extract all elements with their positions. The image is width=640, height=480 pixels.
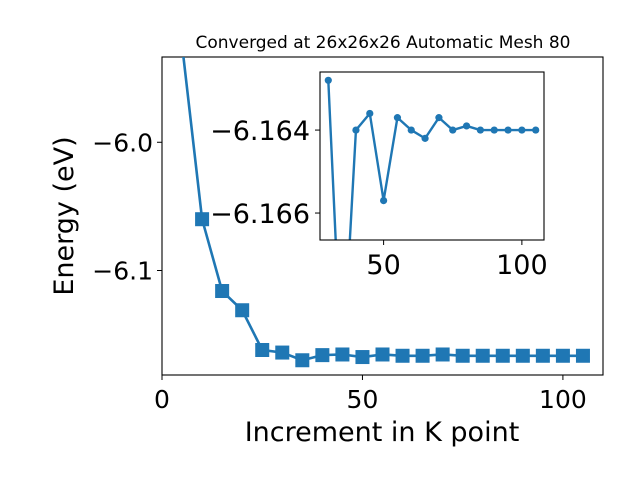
main-data-point <box>435 347 450 362</box>
inset-data-point <box>449 126 457 134</box>
inset-series <box>324 76 540 240</box>
inset-plot-frame <box>319 71 545 241</box>
inset-data-point <box>504 126 512 134</box>
inset-series-line <box>327 80 536 240</box>
inset-data-point <box>518 126 526 134</box>
inset-axes: 50 100 −6.166 −6.164 <box>210 71 548 281</box>
inset-y-ticks: −6.166 −6.164 <box>210 116 320 230</box>
inset-x-ticks: 50 100 <box>366 240 548 281</box>
y-axis-label: Energy (eV) <box>49 136 80 295</box>
inset-y-tick-label: −6.166 <box>210 199 310 230</box>
y-tick-label: −6.0 <box>92 128 153 157</box>
main-data-point <box>335 347 350 362</box>
main-series <box>182 57 590 368</box>
inset-data-point <box>421 134 429 142</box>
inset-data-point <box>324 76 332 84</box>
inset-y-tick-label: −6.164 <box>210 116 310 147</box>
inset-x-tick-label: 100 <box>496 250 548 281</box>
main-data-point <box>495 348 510 363</box>
main-data-point <box>235 303 250 318</box>
inset-x-tick-label: 50 <box>366 250 400 281</box>
main-y-ticks: −6.1 −6.0 <box>92 128 162 285</box>
chart-title: Converged at 26x26x26 Automatic Mesh 80 <box>196 33 571 53</box>
main-data-point <box>515 348 530 363</box>
main-data-point <box>295 353 310 368</box>
main-axes: 0 50 100 −6.1 −6.0 <box>92 56 604 414</box>
inset-data-point <box>366 109 374 118</box>
main-data-point <box>195 212 210 227</box>
inset-data-point <box>393 114 402 122</box>
main-data-point <box>315 348 330 363</box>
x-tick-label: 0 <box>154 385 170 414</box>
main-data-point <box>455 348 470 363</box>
inset-background <box>320 72 544 240</box>
inset-data-point <box>352 126 360 134</box>
main-data-point <box>575 348 590 363</box>
main-x-ticks: 0 50 100 <box>154 375 587 414</box>
main-data-point <box>375 347 390 362</box>
main-data-point <box>215 284 230 299</box>
main-data-point <box>475 348 490 363</box>
inset-data-point <box>462 122 471 130</box>
inset-data-point <box>532 126 540 134</box>
inset-data-point <box>407 126 415 134</box>
inset-data-point <box>435 114 443 122</box>
main-data-point <box>415 348 430 363</box>
x-tick-label: 50 <box>347 385 379 414</box>
main-plot-frame <box>161 56 604 376</box>
main-data-point <box>275 345 290 360</box>
main-data-point <box>555 348 570 363</box>
y-tick-label: −6.1 <box>92 256 153 285</box>
x-axis-label: Increment in K point <box>245 417 520 448</box>
inset-data-point <box>380 196 388 205</box>
main-data-point <box>535 348 550 363</box>
main-data-point <box>355 350 370 365</box>
inset-data-point <box>476 126 484 134</box>
inset-data-point <box>490 126 498 134</box>
main-data-point <box>255 342 270 357</box>
main-data-point <box>395 348 410 363</box>
x-tick-label: 100 <box>539 385 587 414</box>
